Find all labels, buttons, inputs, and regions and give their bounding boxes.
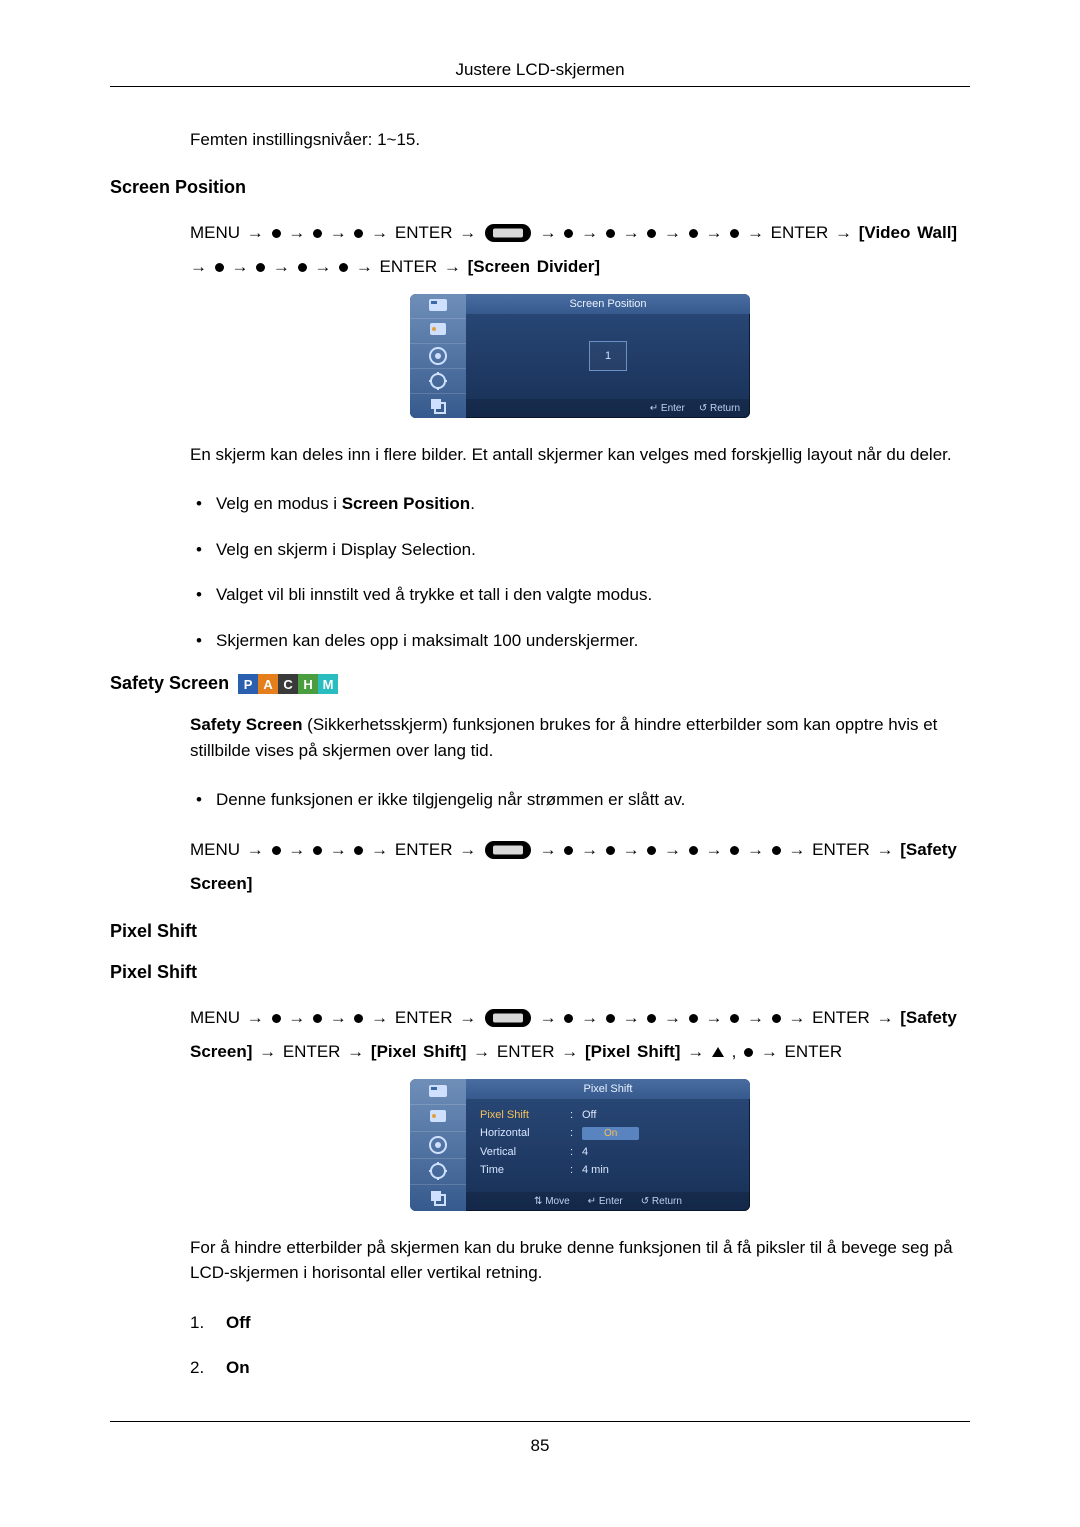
dot-icon [606,1014,615,1023]
list-item: 1.Off [190,1310,970,1336]
dot-icon [339,263,348,272]
osd-title: Screen Position [466,294,750,314]
dot-icon [606,229,615,238]
list-item: Velg en modus i Screen Position. [190,491,970,517]
dot-icon [354,229,363,238]
osd-footer-enter: ↵ Enter [650,403,685,414]
mode-badges: P A C H M [238,674,338,694]
safety-screen-bullets: Denne funksjonen er ikke tilgjengelig nå… [190,787,970,813]
dot-icon [272,229,281,238]
safety-screen-desc: Safety Screen (Sikkerhetsskjerm) funksjo… [190,712,970,763]
dot-icon [272,846,281,855]
page-header: Justere LCD-skjermen [110,60,970,87]
dot-icon [298,263,307,272]
osd-side-icon [410,319,466,344]
heading-pixel-shift-1: Pixel Shift [110,921,970,942]
osd-position-cell: 1 [589,341,627,371]
badge-p-icon: P [238,674,258,694]
list-item: Denne funksjonen er ikke tilgjengelig nå… [190,787,970,813]
list-item: 2.On [190,1355,970,1381]
dot-icon [744,1048,753,1057]
dot-icon [689,229,698,238]
heading-safety-screen: Safety Screen P A C H M [110,673,970,694]
osd-row-value: Off [582,1109,596,1121]
osd-row-value: 4 min [582,1164,609,1176]
dot-icon [354,846,363,855]
osd-sidebar [410,294,466,418]
osd-row-label: Time [480,1164,570,1176]
screen-position-desc: En skjerm kan deles inn i flere bilder. … [190,442,970,468]
nav-pixel-shift: MENU → → → → ENTER → → → → → → → → ENTER… [190,1001,970,1069]
dot-icon [354,1014,363,1023]
dot-icon [730,1014,739,1023]
osd-side-icon [410,1132,466,1159]
dot-icon [564,846,573,855]
dot-icon [647,229,656,238]
dot-icon [689,1014,698,1023]
list-item: Velg en skjerm i Display Selection. [190,537,970,563]
footer-divider [110,1421,970,1422]
osd-row-label: Vertical [480,1146,570,1158]
osd-row-value-highlight: On [582,1127,639,1140]
dot-icon [606,846,615,855]
dot-icon [772,1014,781,1023]
dot-icon [772,846,781,855]
nav-safety-screen: MENU → → → → ENTER → → → → → → → → ENTER… [190,833,970,901]
osd-screen-position: Screen Position 1 ↵ Enter ↺ Return [410,294,750,418]
dot-icon [730,229,739,238]
badge-a-icon: A [258,674,278,694]
page-number: 85 [110,1436,970,1456]
remote-icon [485,1009,531,1027]
osd-side-icon [410,294,466,319]
dot-icon [564,229,573,238]
osd-side-icon [410,1159,466,1186]
osd-footer-enter: ↵ Enter [588,1196,623,1207]
dot-icon [256,263,265,272]
list-item: Valget vil bli innstilt ved å trykke et … [190,582,970,608]
osd-side-icon [410,1079,466,1106]
dot-icon [564,1014,573,1023]
osd-side-icon [410,344,466,369]
osd-side-icon [410,1105,466,1132]
osd-footer-return: ↺ Return [641,1196,682,1207]
badge-c-icon: C [278,674,298,694]
screen-position-bullets: Velg en modus i Screen Position. Velg en… [190,491,970,653]
remote-icon [485,841,531,859]
nav-screen-position: MENU → → → → ENTER → → → → → → → ENTER →… [190,216,970,284]
osd-row-label: Horizontal [480,1127,570,1139]
osd-row-label: Pixel Shift [480,1109,570,1121]
intro-text: Femten instillingsnivåer: 1~15. [190,127,970,153]
osd-title: Pixel Shift [466,1079,750,1099]
osd-side-icon [410,1185,466,1211]
dot-icon [272,1014,281,1023]
pixel-shift-options: 1.Off 2.On [190,1310,970,1381]
dot-icon [730,846,739,855]
dot-icon [689,846,698,855]
osd-pixel-shift: Pixel Shift Pixel Shift:Off Horizontal:O… [410,1079,750,1211]
dot-icon [215,263,224,272]
badge-h-icon: H [298,674,318,694]
remote-icon [485,224,531,242]
list-item: Skjermen kan deles opp i maksimalt 100 u… [190,628,970,654]
osd-footer-move: ⇅ Move [534,1196,570,1207]
dot-icon [313,1014,322,1023]
dot-icon [647,846,656,855]
dot-icon [313,846,322,855]
osd-footer-return: ↺ Return [699,403,740,414]
heading-pixel-shift-2: Pixel Shift [110,962,970,983]
pixel-shift-desc: For å hindre etterbilder på skjermen kan… [190,1235,970,1286]
dot-icon [647,1014,656,1023]
heading-screen-position: Screen Position [110,177,970,198]
triangle-up-icon [712,1047,724,1057]
osd-side-icon [410,394,466,418]
osd-side-icon [410,369,466,394]
osd-sidebar [410,1079,466,1211]
osd-row-value: 4 [582,1146,588,1158]
dot-icon [313,229,322,238]
badge-m-icon: M [318,674,338,694]
